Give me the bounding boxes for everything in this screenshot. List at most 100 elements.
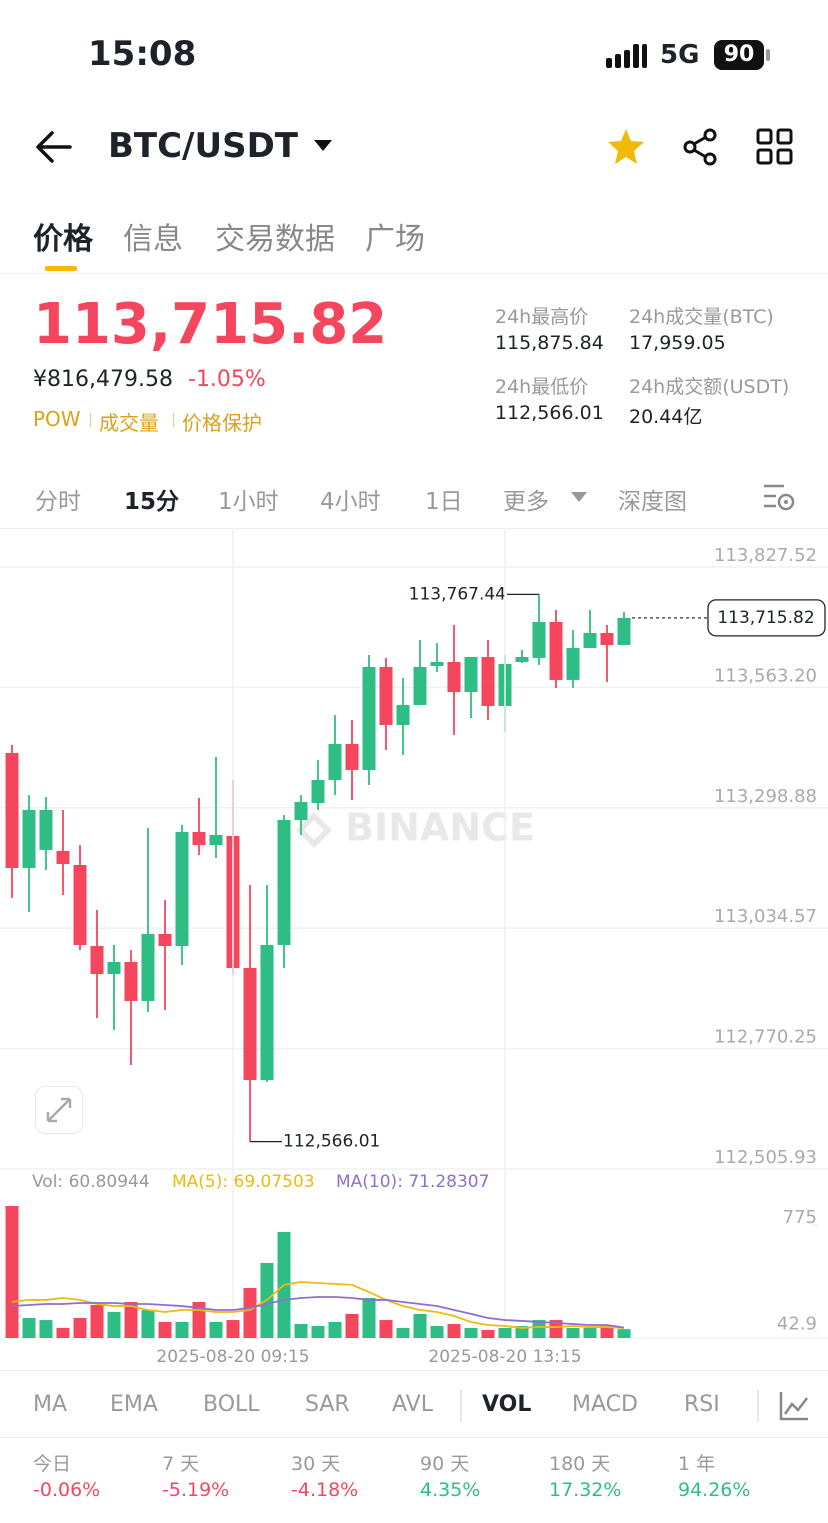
favorite-star[interactable] bbox=[606, 127, 646, 167]
candle-body bbox=[515, 656, 529, 662]
volume-bar bbox=[617, 1329, 631, 1338]
high-marker-label: 113,767.44 bbox=[409, 584, 506, 604]
stat-label: 24h最高价 bbox=[495, 306, 589, 328]
period-change: -4.18% bbox=[291, 1479, 359, 1501]
candle-body bbox=[362, 666, 376, 770]
indicator-tab[interactable]: RSI bbox=[684, 1392, 720, 1417]
tab[interactable]: 信息 bbox=[123, 222, 183, 257]
candle-body bbox=[345, 743, 359, 770]
legend-entry: Vol: 60.80944 bbox=[32, 1172, 150, 1192]
share-icon[interactable] bbox=[682, 128, 720, 166]
pair-dropdown[interactable] bbox=[312, 138, 334, 154]
volume-bar bbox=[481, 1329, 495, 1338]
candle-body bbox=[175, 831, 189, 946]
volume-bar bbox=[39, 1320, 53, 1338]
indicator-settings-icon[interactable] bbox=[778, 1390, 810, 1422]
volume-bar bbox=[5, 1205, 19, 1338]
indicator-tab[interactable]: EMA bbox=[110, 1392, 158, 1417]
interval-tab[interactable]: 1小时 bbox=[218, 489, 279, 515]
interval-tab[interactable]: 深度图 bbox=[618, 489, 687, 515]
period-change: 4.35% bbox=[420, 1479, 481, 1501]
tag[interactable]: POW bbox=[33, 407, 81, 431]
period-label: 1 年 bbox=[678, 1453, 716, 1475]
candle-body bbox=[90, 945, 104, 975]
status-time: 15:08 bbox=[88, 34, 197, 74]
pair-title[interactable]: BTC/USDT bbox=[108, 126, 298, 166]
separator bbox=[757, 1390, 759, 1422]
separator bbox=[460, 1390, 462, 1422]
volume-bar bbox=[396, 1327, 410, 1338]
candle-body bbox=[430, 661, 444, 666]
y-tick-label: 113,563.20 bbox=[714, 665, 817, 686]
tab[interactable]: 价格 bbox=[33, 222, 93, 257]
volume-bar bbox=[294, 1323, 308, 1338]
watermark: BINANCE bbox=[345, 806, 535, 850]
grid-icon[interactable] bbox=[756, 128, 794, 166]
low-marker-label: 112,566.01 bbox=[283, 1132, 380, 1152]
tab[interactable]: 广场 bbox=[365, 222, 425, 257]
candle-body bbox=[192, 831, 206, 845]
indicator-tab[interactable]: AVL bbox=[392, 1392, 433, 1417]
interval-tab[interactable]: 4小时 bbox=[320, 489, 381, 515]
y-tick-label: 775 bbox=[783, 1207, 817, 1228]
indicator-tab[interactable]: BOLL bbox=[203, 1392, 260, 1417]
indicator-tab[interactable]: VOL bbox=[482, 1392, 532, 1417]
candle-body bbox=[277, 819, 291, 945]
volume-bar bbox=[311, 1326, 325, 1338]
indicator-tab[interactable]: MACD bbox=[572, 1392, 638, 1417]
volume-bar bbox=[226, 1320, 240, 1338]
more-dropdown[interactable] bbox=[569, 490, 589, 504]
last-price-label: 113,715.82 bbox=[717, 608, 814, 628]
fullscreen-button[interactable] bbox=[35, 1086, 83, 1134]
indicator-tab[interactable]: MA bbox=[33, 1392, 68, 1417]
volume-bar bbox=[430, 1326, 444, 1338]
volume-bar bbox=[345, 1313, 359, 1338]
stat-label: 24h成交额(USDT) bbox=[629, 376, 790, 398]
interval-tab[interactable]: 15分 bbox=[124, 489, 180, 515]
divider bbox=[0, 1437, 828, 1438]
candle-body bbox=[481, 656, 495, 706]
candle-body bbox=[617, 617, 631, 645]
interval-tab[interactable]: 1日 bbox=[425, 489, 463, 515]
tag-separator bbox=[90, 413, 91, 427]
chart-settings-icon[interactable] bbox=[762, 482, 796, 514]
candle-body bbox=[107, 961, 121, 975]
y-tick-label: 42.9 bbox=[777, 1314, 817, 1335]
signal-icon bbox=[606, 44, 647, 68]
candle-body bbox=[549, 621, 563, 680]
volume-bar bbox=[566, 1327, 580, 1338]
volume-bar bbox=[73, 1318, 87, 1338]
volume-bar bbox=[600, 1326, 614, 1338]
last-price: 113,715.82 bbox=[33, 292, 388, 357]
cny-price: ¥816,479.58 bbox=[33, 367, 173, 392]
x-tick-label: 2025-08-20 13:15 bbox=[428, 1347, 581, 1367]
candle-body bbox=[413, 666, 427, 705]
battery: 90 bbox=[714, 40, 764, 70]
divider bbox=[0, 273, 828, 274]
back-button[interactable] bbox=[34, 130, 74, 164]
volume-bar bbox=[464, 1327, 478, 1338]
interval-tab[interactable]: 更多 bbox=[503, 489, 549, 515]
y-tick-label: 112,770.25 bbox=[714, 1027, 817, 1048]
battery-cap bbox=[766, 49, 770, 61]
candle-body bbox=[566, 647, 580, 680]
stat-value: 17,959.05 bbox=[629, 332, 726, 354]
interval-tab[interactable]: 分时 bbox=[35, 489, 81, 515]
tag[interactable]: 价格保护 bbox=[182, 411, 262, 435]
price-change: -1.05% bbox=[188, 367, 266, 392]
period-label: 180 天 bbox=[549, 1453, 611, 1475]
tab[interactable]: 交易数据 bbox=[215, 222, 335, 257]
candle-body bbox=[22, 809, 36, 868]
volume-bar bbox=[532, 1320, 546, 1338]
last-price-box bbox=[707, 599, 826, 637]
indicator-tab[interactable]: SAR bbox=[305, 1392, 350, 1417]
candle-body bbox=[260, 944, 274, 1081]
volume-bar bbox=[56, 1327, 70, 1338]
x-tick-label: 2025-08-20 09:15 bbox=[156, 1347, 309, 1367]
y-tick-label: 113,034.57 bbox=[714, 906, 817, 927]
y-tick-label: 113,298.88 bbox=[714, 786, 817, 807]
y-tick-label: 112,505.93 bbox=[714, 1147, 817, 1168]
candle-body bbox=[5, 752, 19, 868]
tag[interactable]: 成交量 bbox=[99, 411, 159, 435]
